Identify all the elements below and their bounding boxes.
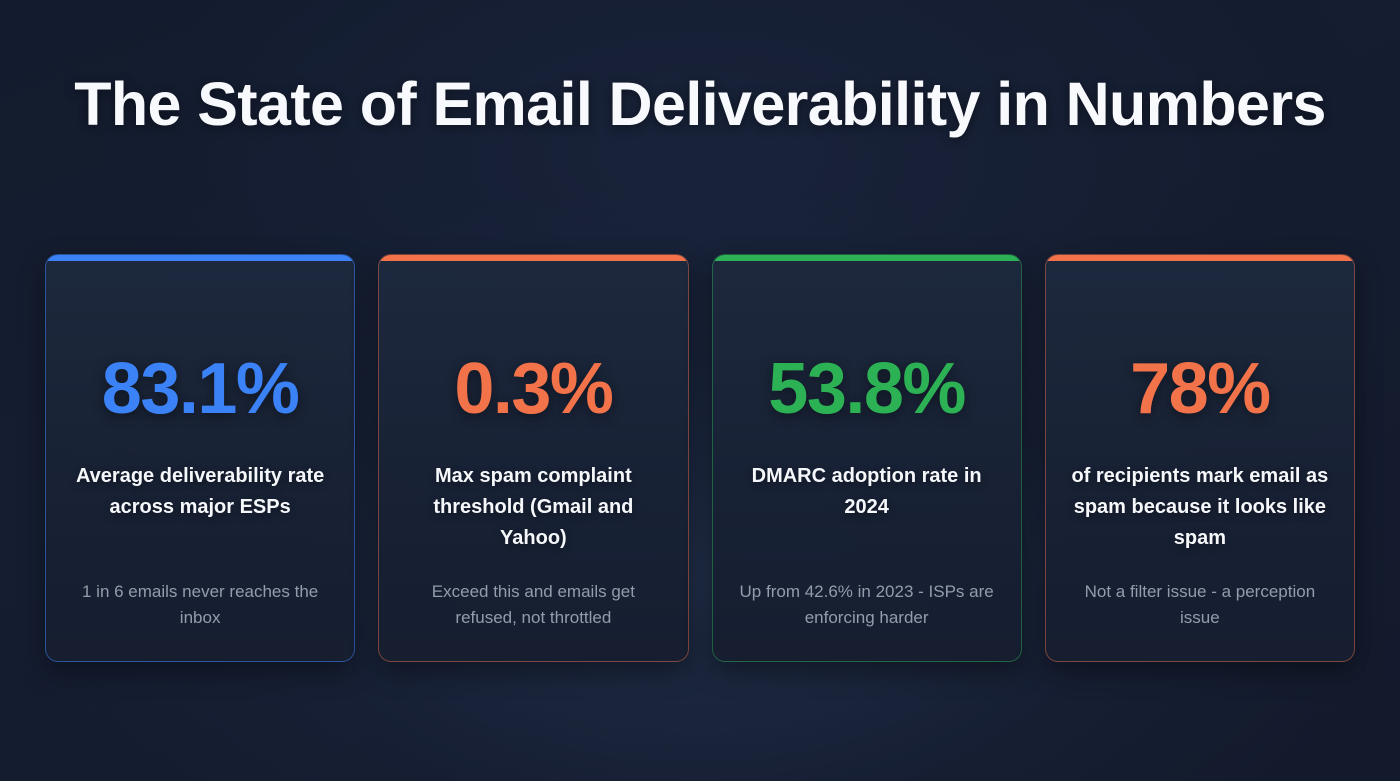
stat-value: 53.8%: [768, 349, 966, 429]
card-accent-bar: [1045, 255, 1354, 261]
card-accent-bar: [379, 255, 688, 261]
stat-note: Exceed this and emails get refused, not …: [431, 582, 635, 627]
stat-value: 0.3%: [454, 349, 614, 429]
stat-note: Not a filter issue - a perception issue: [1084, 582, 1316, 627]
stat-card-row: 83.1% Average deliverability rate across…: [45, 254, 1355, 662]
title-container: The State of Email Deliverability in Num…: [0, 66, 1400, 142]
card-accent-bar: [712, 255, 1021, 261]
stat-card-spam-complaint-threshold: 0.3% Max spam complaint threshold (Gmail…: [378, 254, 689, 662]
stat-label: Max spam complaint threshold (Gmail and …: [433, 465, 634, 549]
stat-label: DMARC adoption rate in 2024: [751, 465, 982, 518]
stat-note: 1 in 6 emails never reaches the inbox: [82, 582, 319, 627]
stat-note: Up from 42.6% in 2023 - ISPs are enforci…: [739, 582, 994, 627]
stat-label: of recipients mark email as spam because…: [1071, 465, 1329, 549]
stat-card-dmarc-adoption: 53.8% DMARC adoption rate in 2024 Up fro…: [711, 254, 1022, 662]
stat-card-spam-perception: 78% of recipients mark email as spam bec…: [1044, 254, 1355, 662]
page-title: The State of Email Deliverability in Num…: [74, 70, 1326, 138]
stat-value: 78%: [1130, 349, 1271, 429]
stat-label: Average deliverability rate across major…: [75, 465, 325, 518]
stat-card-deliverability-rate: 83.1% Average deliverability rate across…: [45, 254, 356, 662]
card-accent-bar: [46, 255, 355, 261]
stat-value: 83.1%: [101, 349, 300, 429]
